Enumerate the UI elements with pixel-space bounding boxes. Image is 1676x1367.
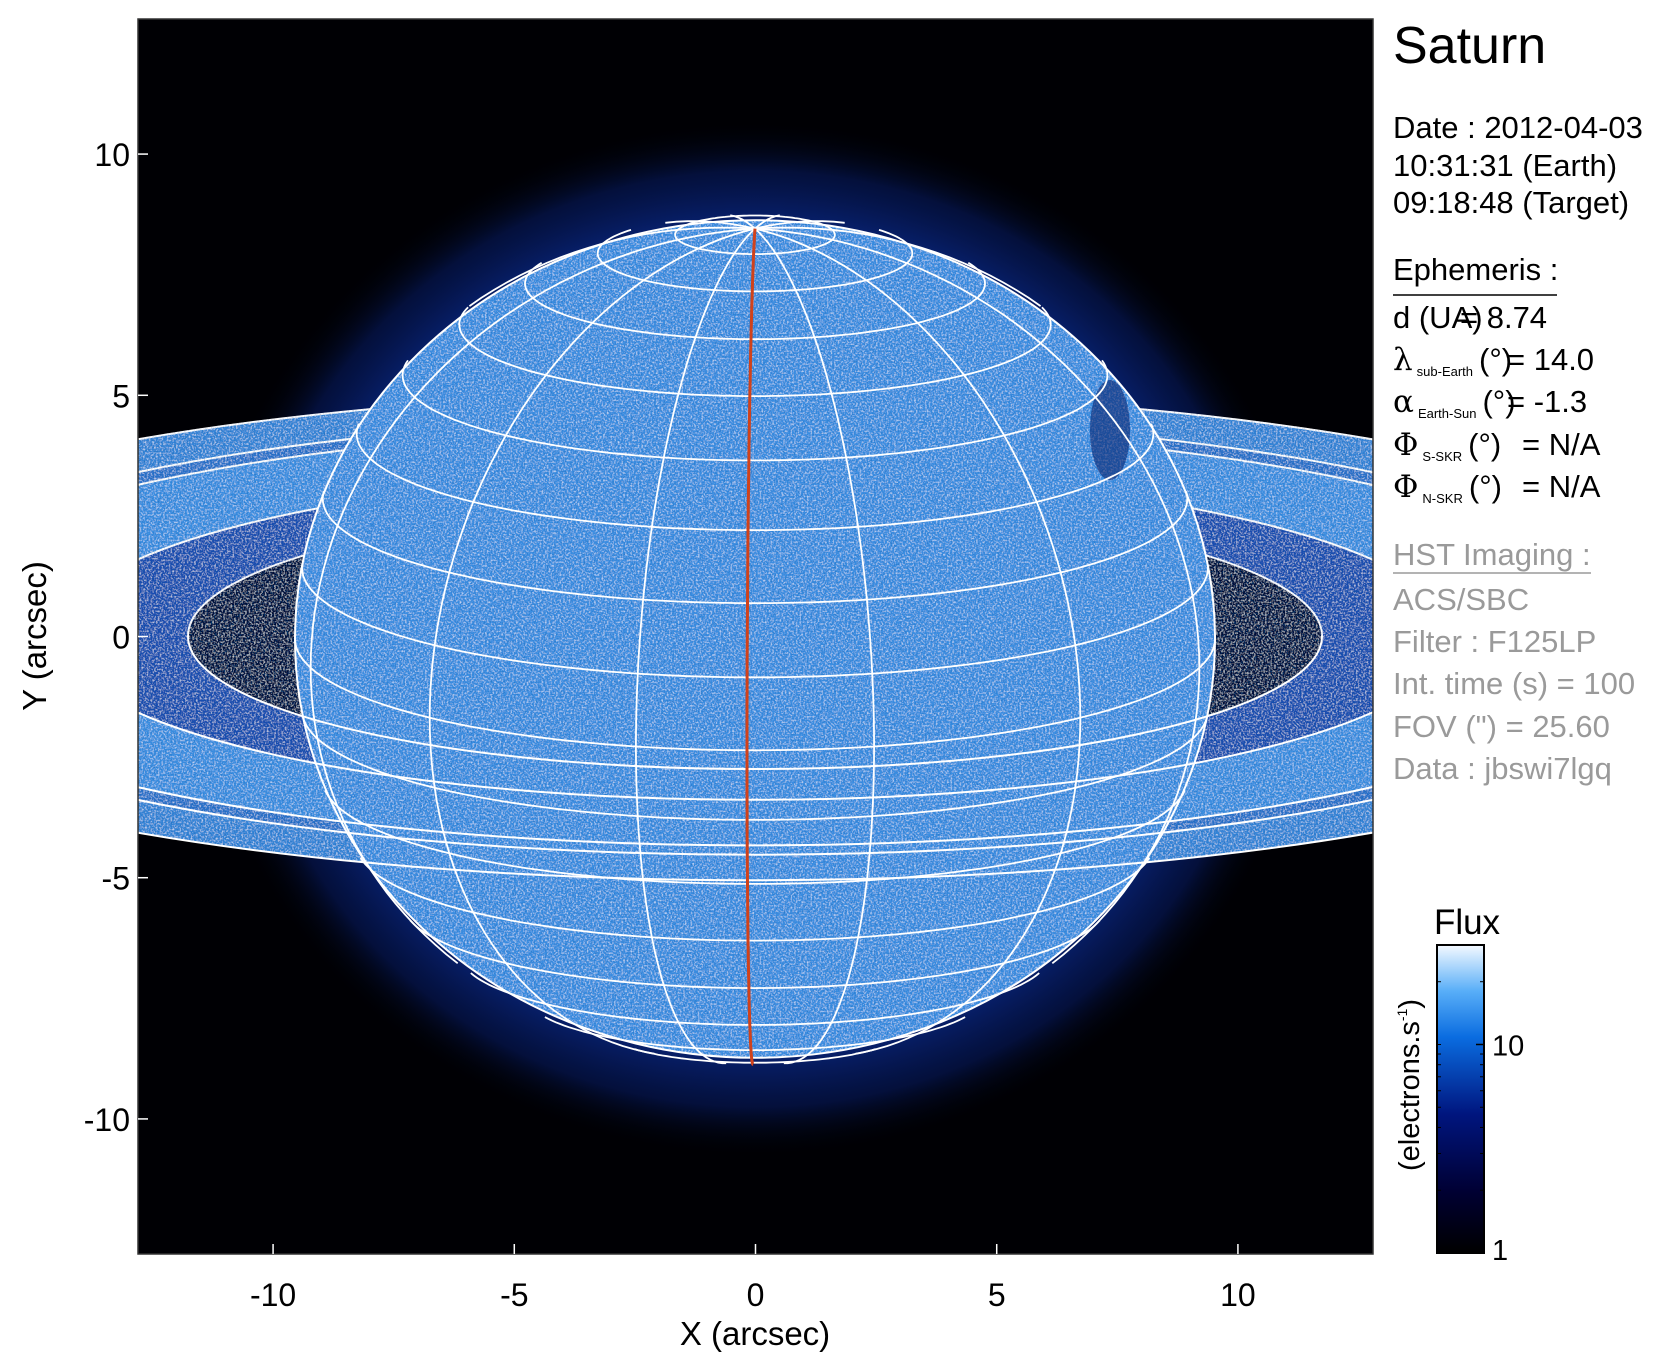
- y-tick-label: -10: [84, 1102, 130, 1138]
- latitude-line: [401, 359, 1109, 462]
- x-tick-label: -5: [500, 1277, 528, 1313]
- y-axis-label: Y (arcsec): [16, 561, 53, 711]
- ephemeris-label: α Earth-Sun (°): [1393, 384, 1516, 421]
- x-axis-label: X (arcsec): [680, 1315, 830, 1352]
- ring-edge-front: [138, 798, 1373, 856]
- x-tick-label: -10: [250, 1277, 296, 1313]
- image-panel: [138, 19, 1373, 1254]
- time-target: 09:18:48 (Target): [1393, 185, 1629, 220]
- longitude-line: [468, 226, 756, 307]
- y-tick-label: 10: [94, 137, 130, 173]
- y-tick-label: 0: [112, 620, 130, 656]
- longitude-line: [754, 220, 845, 230]
- colorbar-title: Flux: [1434, 903, 1501, 942]
- x-tick-label: 0: [747, 1277, 765, 1313]
- longitude-line: [730, 214, 756, 230]
- longitude-line: [634, 227, 756, 1065]
- ephemeris-label: λ sub-Earth (°): [1393, 342, 1512, 379]
- longitude-line: [665, 220, 756, 230]
- planet-shadow-on-rings: [1090, 380, 1130, 480]
- imaging-line: FOV (") = 25.60: [1393, 709, 1610, 744]
- imaging-heading: HST Imaging :: [1393, 537, 1591, 572]
- longitude-line: [754, 226, 1042, 307]
- longitude-line: [754, 214, 780, 230]
- latitude-line: [294, 638, 1216, 752]
- ephemeris-label: Φ N-SKR (°): [1393, 469, 1502, 506]
- time-earth: 10:31:31 (Earth): [1393, 148, 1617, 183]
- ephemeris-label: Φ S-SKR (°): [1393, 427, 1501, 464]
- colorbar-ticks: 1 10: [1437, 944, 1524, 1267]
- target-title: Saturn: [1393, 17, 1546, 75]
- latitude-line: [359, 857, 1151, 942]
- latitude-line: [634, 1048, 876, 1064]
- x-axis: -10 -5 0 5 10: [250, 1244, 1256, 1313]
- ring-edges: [138, 635, 1373, 882]
- colorbar-label: (electrons.s-1): [1394, 999, 1426, 1171]
- colorbar: [1436, 944, 1485, 1254]
- longitude-line: [428, 227, 756, 1055]
- latitude-line: [355, 423, 1155, 532]
- ephemeris-row: α Earth-Sun (°) = -1.3: [1393, 384, 1587, 421]
- ephemeris-value: = 8.74: [1460, 300, 1547, 335]
- latitude-line: [458, 306, 1052, 397]
- ephemeris-value: = N/A: [1522, 427, 1601, 462]
- ring-edge-front: [138, 831, 1373, 882]
- y-tick-label: 5: [112, 378, 130, 414]
- x-tick-label: 5: [988, 1277, 1006, 1313]
- ephemeris-value: = 14.0: [1507, 342, 1594, 377]
- ring-edge-front: [187, 635, 1323, 771]
- ephemeris-heading: Ephemeris :: [1393, 252, 1558, 287]
- planet-limb: [294, 219, 1216, 1059]
- imaging-line: ACS/SBC: [1393, 582, 1529, 617]
- latitude-line: [470, 972, 1040, 1026]
- date: Date : 2012-04-03: [1393, 110, 1643, 145]
- ephemeris-row: d (UA) = 8.74: [1393, 300, 1547, 335]
- latitude-line: [409, 919, 1101, 990]
- imaging-line: Data : jbswi7lgq: [1393, 751, 1612, 786]
- ring-edge-front: [138, 711, 1373, 801]
- ephemeris-label: d (UA): [1393, 300, 1483, 335]
- colorbar-tick-label: 1: [1492, 1235, 1508, 1267]
- imaging-line: Int. time (s) = 100: [1393, 666, 1635, 701]
- x-tick-label: 10: [1220, 1277, 1256, 1313]
- y-axis: 10 5 0 -5 -10: [84, 137, 148, 1138]
- latitude-line: [301, 563, 1209, 679]
- latitude-line: [321, 491, 1189, 605]
- ephemeris-value: = -1.3: [1507, 384, 1587, 419]
- imaging-line: Filter : F125LP: [1393, 624, 1596, 659]
- latitude-line: [302, 717, 1208, 821]
- ephemeris-value: = N/A: [1522, 469, 1601, 504]
- central-meridian: [745, 228, 757, 1066]
- latitude-line: [596, 229, 914, 293]
- longitude-line: [754, 227, 1082, 1055]
- longitude-line: [754, 227, 876, 1065]
- longitude-line: [309, 227, 756, 965]
- planet-disk: [295, 220, 1215, 1058]
- y-tick-label: -5: [102, 861, 130, 897]
- ephemeris-row: Φ N-SKR (°) = N/A: [1393, 469, 1601, 506]
- ring-edge-front: [138, 785, 1373, 847]
- colorbar-tick-label: 10: [1492, 1030, 1524, 1062]
- ephemeris-row: Φ S-SKR (°) = N/A: [1393, 427, 1601, 464]
- ephemeris-row: λ sub-Earth (°) = 14.0: [1393, 342, 1594, 379]
- longitude-line: [754, 227, 1201, 965]
